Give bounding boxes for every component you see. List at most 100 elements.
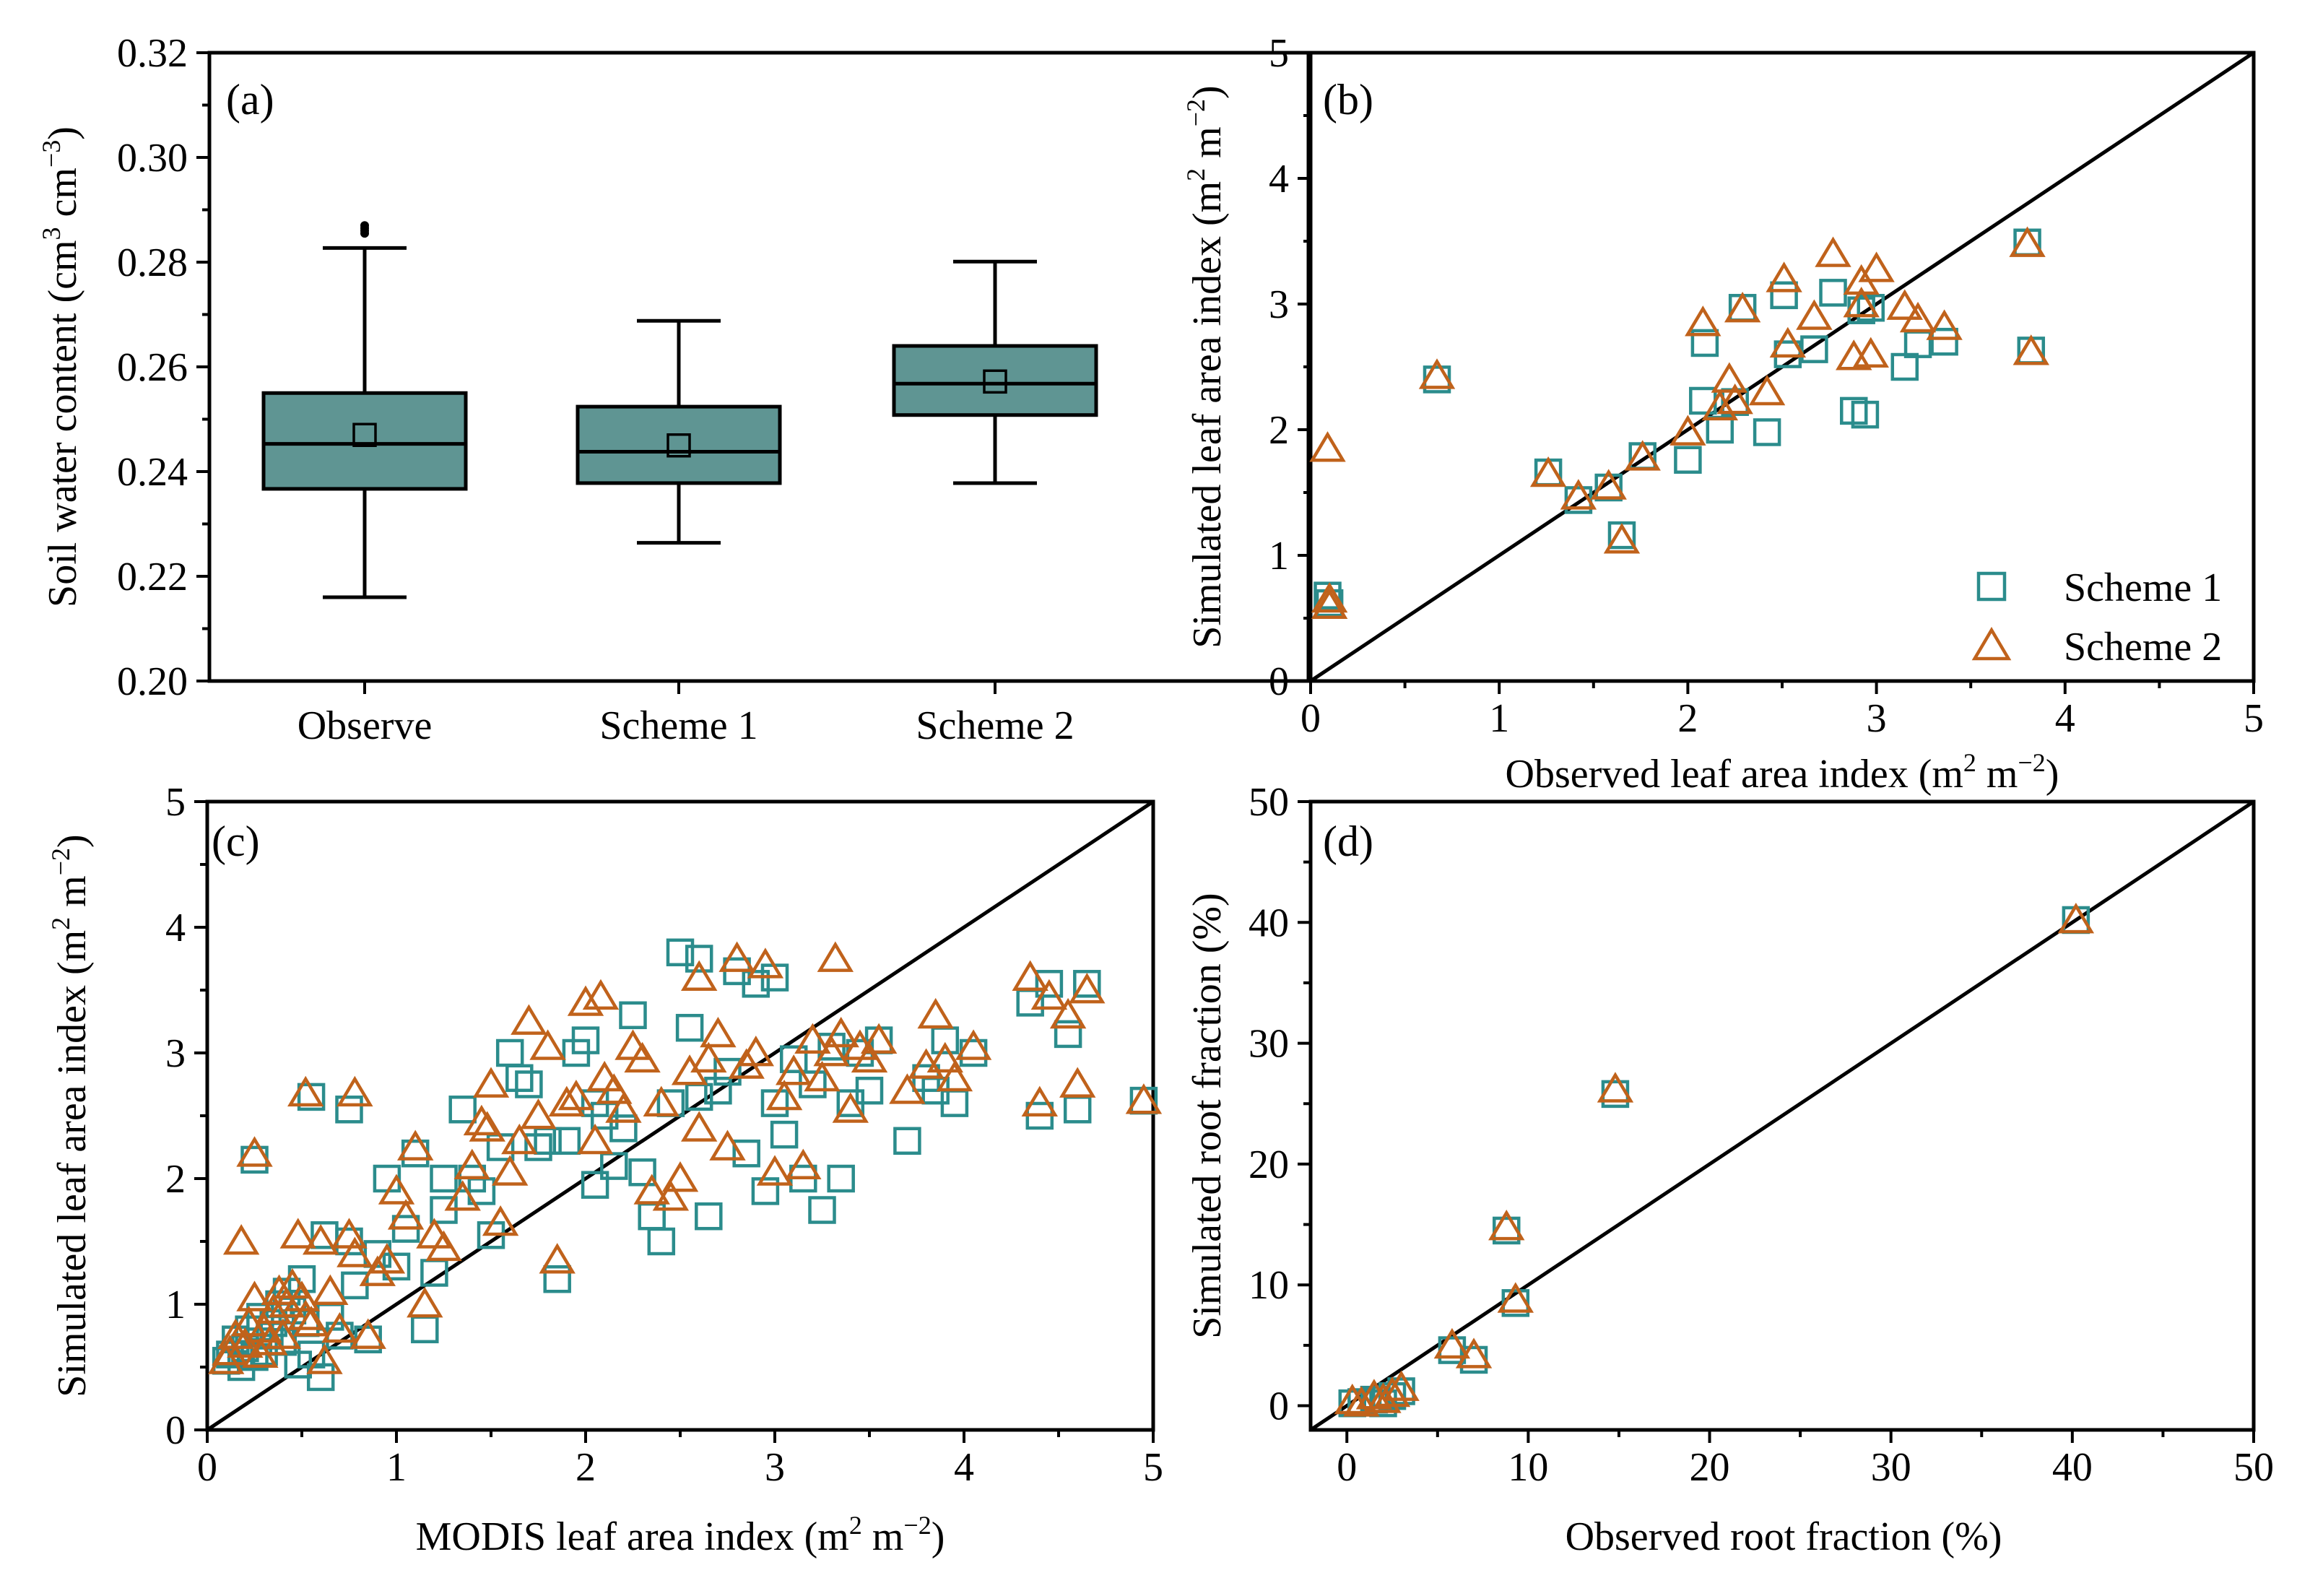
panel-b-y-axis-label: Simulated leaf area index (m2 m−2): [1181, 85, 1230, 648]
panel-b-scheme2-point: [1926, 309, 1963, 340]
panel-d-axes: 0 10 20 30 40 50 0 10 20 30 40 50: [1249, 780, 2274, 1490]
panel-d-x-tick-label: 10: [1508, 1445, 1548, 1490]
panel-c-scheme2-point: [279, 1218, 316, 1249]
panel-c-scheme2-point: [349, 1318, 386, 1349]
box-iqr: [892, 344, 1098, 417]
panel-d-y-axis-label: Simulated root fraction (%): [1185, 893, 1230, 1338]
panel-b-scheme2-point: [2012, 334, 2049, 365]
panel-b-scheme1-point: [1857, 293, 1885, 322]
panel-d-one-to-one-line: [1309, 799, 2255, 1432]
panel-c-scheme1-point: [695, 1202, 723, 1231]
panel-c-scheme2-point: [889, 1073, 926, 1104]
panel-c-scheme2-point: [700, 1016, 737, 1048]
panel-c-scheme2-point: [747, 947, 784, 979]
panel-c-scheme2-point: [287, 1299, 324, 1330]
panel-c-axes: 0 1 2 3 4 5 0 1 2 3 4 5: [165, 780, 1163, 1490]
panel-c-scheme2-point: [917, 997, 954, 1029]
panel-b-scatter: (b) 0 1 2 3 4 5 0 1 2 3 4 5 Scheme 1 Scheme 2 Observ…: [1181, 31, 2264, 797]
panel-b-scheme2-point: [1886, 289, 1923, 320]
panel-c-scheme1-point: [808, 1196, 836, 1224]
panel-c-scheme2-point: [926, 1041, 964, 1073]
panel-c-scheme2-point: [444, 1180, 481, 1211]
panel-c-scheme2-point: [633, 1174, 670, 1205]
mean-marker: [983, 369, 1007, 394]
panel-c-scheme2-point: [652, 1180, 690, 1211]
panel-b-x-tick-label: 2: [1677, 696, 1698, 741]
panel-d-y-tick-label: 10: [1249, 1263, 1289, 1308]
panel-b-scheme2-point: [1796, 299, 1833, 330]
panel-b-y-tick-label: 0: [1269, 659, 1289, 704]
legend-scheme2-marker: [1971, 626, 2012, 661]
panel-b-scheme1-point: [1690, 329, 1719, 357]
panel-b-scheme2-point: [1858, 251, 1895, 282]
panel-d-plot-frame: [1308, 799, 2256, 1432]
outlier-point: [360, 221, 369, 230]
panel-c-scheme1-point: [742, 970, 770, 998]
panel-c-scheme1-point: [534, 1127, 562, 1155]
panel-c-scheme2-point: [567, 985, 604, 1016]
box-1: [261, 221, 468, 599]
panel-c-scheme2-point: [785, 1148, 822, 1179]
panel-b-scheme2-point: [1769, 326, 1807, 358]
panel-c-scheme2-point: [832, 1092, 869, 1123]
panel-b-x-tick-label: 3: [1867, 696, 1887, 741]
panel-c-scheme2-point: [794, 1023, 831, 1054]
panel-c-scheme2-point: [605, 1092, 642, 1123]
panel-c-scheme2-point: [718, 941, 755, 972]
panel-c-scheme2-point: [661, 1161, 699, 1192]
panel-c-scheme1-point: [732, 1139, 760, 1168]
panel-c-scheme2-point: [851, 1041, 888, 1073]
mean-marker: [352, 422, 377, 447]
panel-c-x-tick-label: 4: [954, 1445, 974, 1490]
panel-c-points: [206, 799, 1163, 1432]
panel-b-scheme1-point: [1770, 281, 1798, 310]
panel-c-scheme2-point: [453, 1148, 491, 1179]
panel-c-y-tick-label: 2: [165, 1157, 186, 1202]
panel-c-y-axis-label: Simulated leaf area index (m2 m−2): [46, 834, 95, 1397]
panel-c-scheme1-point: [543, 1265, 571, 1293]
panel-d-scatter: (d) 0 10 20 30 40 50 0 10 20 30 40 50 Observed root…: [1185, 780, 2274, 1559]
panel-b-scheme1-point: [1890, 352, 1919, 381]
panel-d-x-axis-label: Observed root fraction (%): [1566, 1514, 2002, 1559]
panel-c-scheme2-point: [690, 1041, 727, 1073]
panel-c-scheme2-point: [1125, 1083, 1163, 1114]
panel-b-scheme1-point: [1706, 415, 1734, 444]
panel-d-x-tick-label: 30: [1871, 1445, 1911, 1490]
panel-c-scheme2-point: [501, 1123, 538, 1155]
panel-c-scheme2-point: [1012, 960, 1048, 991]
panel-c-scheme2-point: [817, 941, 854, 972]
panel-c-x-tick-label: 2: [576, 1445, 596, 1490]
panel-c-scheme2-point: [1030, 979, 1068, 1010]
panel-c-scheme2-point: [336, 1236, 373, 1267]
panel-c-scheme2-point: [1049, 997, 1087, 1029]
panel-c-scheme2-point: [775, 1054, 812, 1085]
panel-c-y-tick-label: 3: [165, 1031, 186, 1076]
panel-c-x-tick-label: 3: [765, 1445, 785, 1490]
panel-b-y-tick-label: 4: [1269, 157, 1289, 201]
panel-c-scheme1-point: [430, 1164, 458, 1193]
panel-b-legend: Scheme 1 Scheme 2: [1971, 565, 2222, 669]
panel-c-scheme2-point: [1069, 973, 1106, 1004]
panel-c-x-axis-label: MODIS leaf area index (m2 m−2): [416, 1511, 945, 1559]
panel-b-scheme2-point: [1560, 479, 1597, 510]
panel-c-scheme2-point: [822, 1016, 859, 1048]
panel-a-box-plot: (a) 0.20 0.22 0.24 0.26 0.28 0.30 0.32 Observe…: [37, 31, 1311, 748]
panel-b-scheme1-point: [1819, 279, 1847, 307]
panel-c-scheme2-point: [548, 1085, 586, 1116]
panel-c-scheme2-point: [463, 1104, 500, 1136]
panel-b-x-tick-label: 1: [1489, 696, 1509, 741]
panel-c-scheme1-point: [571, 1026, 600, 1054]
panel-c-scheme1-point: [760, 1089, 789, 1117]
panel-d-scheme2-point: [2057, 903, 2095, 934]
panel-b-scheme2-point: [1815, 236, 1851, 267]
panel-c-scheme2-point: [469, 1111, 505, 1142]
panel-c-scheme2-point: [287, 1075, 324, 1107]
panel-a-x-tick-label: Scheme 1: [599, 703, 757, 748]
panel-c-scheme2-point: [936, 1060, 973, 1092]
panel-b-scheme2-point: [1748, 374, 1786, 406]
panel-c-scheme1-point: [779, 1045, 808, 1073]
panel-c-scheme2-point: [955, 1029, 992, 1060]
panel-b-label: (b): [1323, 76, 1373, 123]
panel-a-x-tick-label: Scheme 2: [916, 703, 1074, 748]
panel-c-scheme1-point: [931, 1026, 960, 1054]
